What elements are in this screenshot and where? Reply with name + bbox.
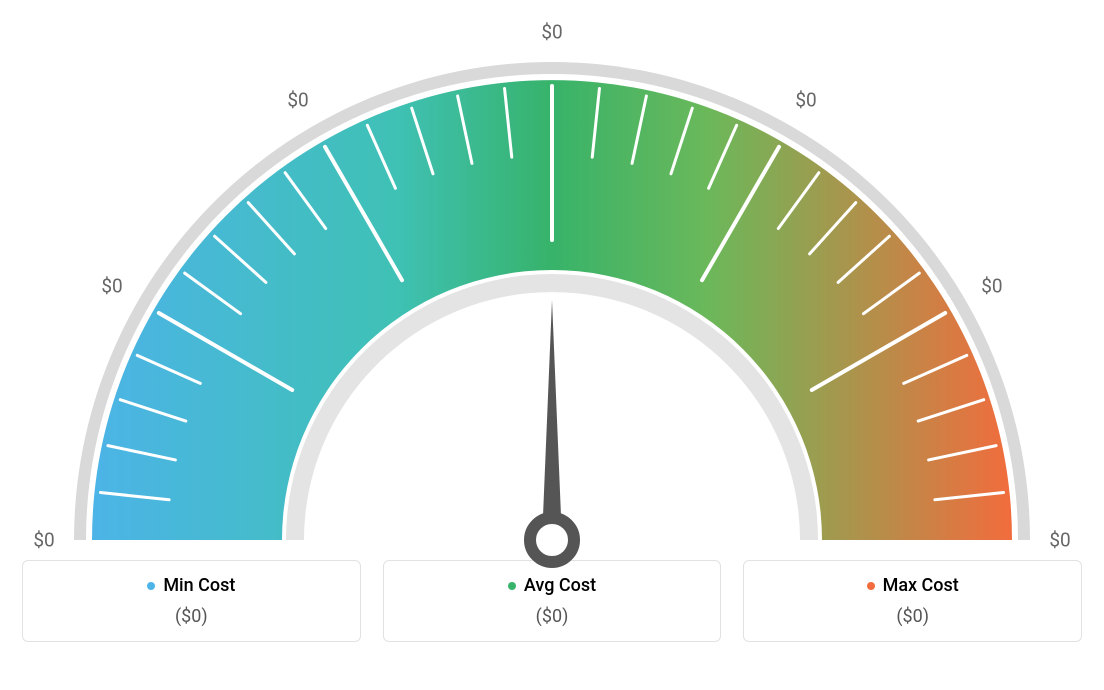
legend-value-min: ($0) [175, 606, 208, 627]
gauge-scale-label: $0 [33, 529, 54, 552]
legend-value-avg: ($0) [536, 606, 569, 627]
legend-dot-min [147, 582, 155, 590]
gauge-scale-label: $0 [541, 21, 562, 44]
gauge-container: $0 $0 $0 $0 $0 $0 $0 Min Cost ($0) Avg Cost ($… [0, 0, 1104, 690]
gauge-scale-label: $0 [795, 89, 816, 112]
legend-title-max: Max Cost [867, 575, 959, 596]
legend-value-max: ($0) [896, 606, 929, 627]
legend-label-min: Min Cost [163, 575, 235, 596]
gauge-scale-label: $0 [101, 275, 122, 298]
gauge-scale-label: $0 [287, 89, 308, 112]
legend-dot-max [867, 582, 875, 590]
legend-title-min: Min Cost [147, 575, 235, 596]
gauge-svg [22, 10, 1082, 570]
legend-title-avg: Avg Cost [508, 575, 596, 596]
legend-dot-avg [508, 582, 516, 590]
legend-label-max: Max Cost [883, 575, 959, 596]
gauge-scale-label: $0 [981, 275, 1002, 298]
gauge-scale-label: $0 [1049, 529, 1070, 552]
legend-label-avg: Avg Cost [524, 575, 596, 596]
gauge-chart: $0 $0 $0 $0 $0 $0 $0 [22, 10, 1082, 570]
